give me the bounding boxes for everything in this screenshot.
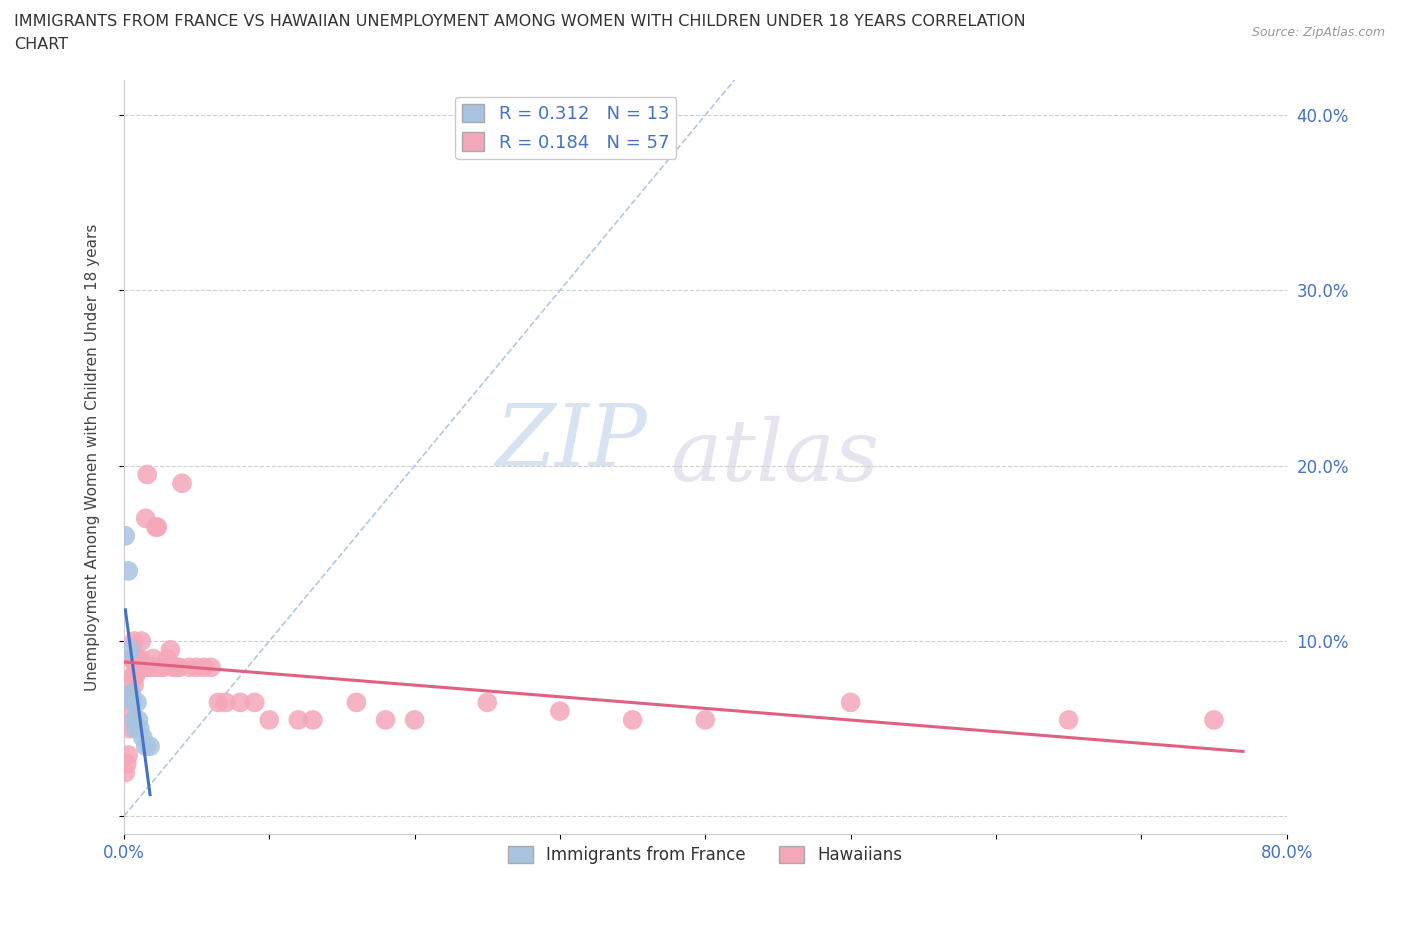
Point — [152, 660, 174, 675]
Point — [120, 686, 142, 701]
Point — [165, 660, 187, 675]
Point — [124, 660, 146, 675]
Point — [214, 695, 236, 710]
Point — [115, 756, 138, 771]
Point — [114, 528, 136, 543]
Point — [135, 511, 157, 525]
Point — [145, 520, 167, 535]
Point — [120, 686, 142, 701]
Point — [125, 651, 148, 666]
Point — [159, 643, 181, 658]
Point — [404, 712, 426, 727]
Point — [139, 738, 162, 753]
Point — [122, 633, 145, 648]
Point — [1057, 712, 1080, 727]
Point — [193, 660, 215, 675]
Point — [117, 748, 139, 763]
Point — [839, 695, 862, 710]
Point — [125, 695, 148, 710]
Point — [548, 704, 571, 719]
Point — [621, 712, 644, 727]
Point — [179, 660, 201, 675]
Point — [167, 660, 190, 675]
Point — [124, 669, 146, 684]
Point — [129, 722, 152, 737]
Point — [170, 476, 193, 491]
Y-axis label: Unemployment Among Women with Children Under 18 years: Unemployment Among Women with Children U… — [86, 223, 100, 691]
Point — [149, 660, 172, 675]
Point — [122, 677, 145, 692]
Point — [302, 712, 325, 727]
Text: atlas: atlas — [671, 416, 880, 498]
Point — [257, 712, 280, 727]
Point — [156, 651, 179, 666]
Point — [121, 651, 143, 666]
Point — [120, 651, 142, 666]
Point — [186, 660, 208, 675]
Point — [125, 660, 148, 675]
Point — [121, 669, 143, 684]
Point — [139, 660, 162, 675]
Point — [121, 695, 143, 710]
Point — [1202, 712, 1225, 727]
Point — [132, 660, 155, 675]
Point — [162, 660, 184, 675]
Point — [131, 633, 153, 648]
Point — [138, 660, 160, 675]
Point — [124, 722, 146, 737]
Point — [243, 695, 266, 710]
Point — [117, 564, 139, 578]
Legend: Immigrants from France, Hawaiians: Immigrants from France, Hawaiians — [502, 839, 910, 870]
Point — [122, 712, 145, 727]
Point — [118, 722, 141, 737]
Point — [134, 660, 156, 675]
Point — [142, 651, 165, 666]
Text: CHART: CHART — [14, 37, 67, 52]
Point — [346, 695, 368, 710]
Point — [695, 712, 717, 727]
Point — [146, 520, 169, 535]
Point — [118, 704, 141, 719]
Point — [207, 695, 229, 710]
Point — [129, 651, 152, 666]
Point — [143, 660, 166, 675]
Point — [136, 467, 159, 482]
Point — [118, 643, 141, 658]
Point — [287, 712, 309, 727]
Text: ZIP: ZIP — [495, 401, 647, 484]
Text: IMMIGRANTS FROM FRANCE VS HAWAIIAN UNEMPLOYMENT AMONG WOMEN WITH CHILDREN UNDER : IMMIGRANTS FROM FRANCE VS HAWAIIAN UNEMP… — [14, 14, 1026, 29]
Text: Source: ZipAtlas.com: Source: ZipAtlas.com — [1251, 26, 1385, 39]
Point — [132, 730, 155, 745]
Point — [374, 712, 396, 727]
Point — [114, 765, 136, 780]
Point — [477, 695, 499, 710]
Point — [135, 738, 157, 753]
Point — [229, 695, 252, 710]
Point — [200, 660, 222, 675]
Point — [127, 660, 149, 675]
Point — [127, 712, 149, 727]
